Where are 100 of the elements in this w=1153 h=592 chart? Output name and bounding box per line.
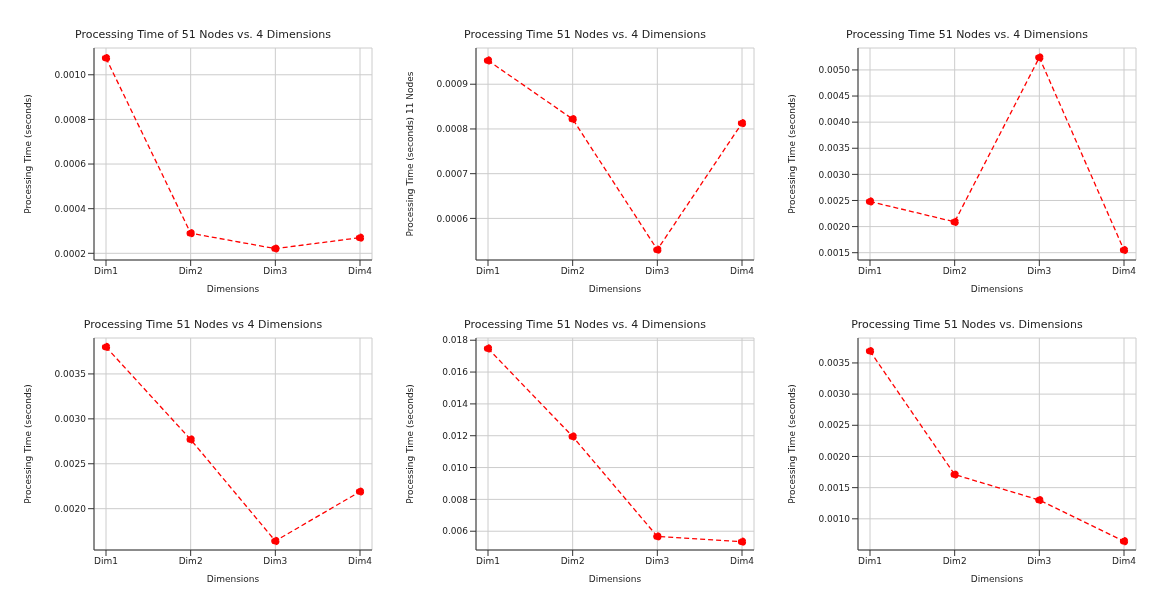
y-axis-title: Processing Time (seconds) 11 Nodes (405, 71, 416, 237)
x-axis-title: Dimensions (588, 574, 642, 584)
point (568, 432, 577, 441)
y-tick-label: 0.0008 (436, 124, 469, 135)
point (653, 532, 662, 541)
x-tick-label: Dim2 (560, 266, 585, 277)
y-axis-title: Processing Time (seconds) (405, 384, 416, 504)
y-axis-title: Processing Time (seconds) (23, 94, 34, 214)
y-tick-label: 0.0040 (818, 117, 851, 128)
x-tick-label: Dim4 (348, 556, 373, 567)
y-axis-title: Processing Time (seconds) (787, 94, 798, 214)
y-tick-label: 0.0008 (54, 114, 87, 125)
chart-title: Processing Time 51 Nodes vs. 4 Dimensions (463, 28, 707, 43)
point (101, 342, 111, 352)
y-tick-label: 0.014 (442, 399, 469, 410)
x-tick-label: Dim1 (476, 556, 500, 567)
y-tick-label: 0.0035 (818, 358, 850, 369)
y-tick-label: 0.0015 (818, 247, 850, 258)
point (865, 197, 875, 206)
y-tick-label: 0.0004 (54, 203, 87, 214)
x-tick-label: Dim4 (1112, 266, 1137, 277)
point (865, 346, 875, 356)
y-tick-label: 0.0025 (818, 420, 850, 431)
y-tick-label: 0.0035 (54, 369, 86, 380)
y-tick-label: 0.008 (442, 494, 469, 505)
point (483, 56, 493, 65)
y-tick-label: 0.0050 (818, 65, 851, 76)
x-tick-label: Dim2 (942, 556, 967, 567)
y-tick-label: 0.0030 (818, 389, 851, 400)
y-tick-label: 0.0015 (818, 482, 850, 493)
point (950, 470, 959, 479)
x-tick-label: Dim4 (730, 266, 755, 277)
point (271, 244, 280, 253)
point (271, 536, 280, 546)
y-tick-label: 0.0010 (818, 514, 851, 525)
x-tick-label: Dim2 (560, 556, 585, 567)
point (737, 537, 747, 546)
x-tick-label: Dim1 (858, 556, 882, 567)
y-tick-label: 0.012 (442, 430, 468, 441)
y-tick-label: 0.0020 (818, 221, 851, 232)
y-tick-label: 0.0020 (54, 503, 87, 514)
x-axis-title: Dimensions (206, 574, 260, 584)
point (1035, 53, 1044, 62)
y-tick-label: 0.0025 (818, 195, 850, 206)
point (568, 114, 577, 124)
x-tick-label: Dim1 (476, 266, 500, 277)
y-tick-label: 0.0025 (54, 458, 86, 469)
y-tick-label: 0.016 (442, 367, 469, 378)
point (1119, 537, 1129, 546)
chart-title: Processing Time 51 Nodes vs. Dimensions (850, 318, 1084, 333)
x-tick-label: Dim2 (178, 266, 203, 277)
point (186, 435, 195, 444)
y-tick-label: 0.0006 (54, 159, 87, 170)
chart-title: Processing Time of 51 Nodes vs. 4 Dimensions (73, 28, 333, 43)
chart-title: Processing Time 51 Nodes vs. 4 Dimensions (845, 28, 1089, 43)
point (1119, 245, 1129, 255)
y-tick-label: 0.0045 (818, 91, 850, 102)
x-tick-label: Dim3 (263, 266, 288, 277)
y-axis-title: Processing Time (seconds) (787, 384, 798, 504)
point (483, 344, 493, 353)
x-tick-label: Dim3 (263, 556, 288, 567)
point (186, 229, 195, 238)
y-tick-label: 0.010 (442, 462, 469, 473)
y-tick-label: 0.0006 (436, 213, 469, 224)
x-axis-title: Dimensions (588, 284, 642, 294)
x-tick-label: Dim2 (942, 266, 967, 277)
y-tick-label: 0.0002 (54, 248, 86, 259)
point (355, 233, 365, 242)
x-axis-title: Dimensions (970, 574, 1024, 584)
x-tick-label: Dim3 (645, 556, 670, 567)
y-tick-label: 0.006 (442, 526, 469, 537)
x-tick-label: Dim4 (348, 266, 373, 277)
y-tick-label: 0.0035 (818, 143, 850, 154)
x-axis-title: Dimensions (206, 284, 260, 294)
y-tick-label: 0.018 (442, 335, 469, 346)
y-tick-label: 0.0009 (436, 79, 469, 90)
x-tick-label: Dim3 (645, 266, 670, 277)
y-tick-label: 0.0030 (54, 414, 87, 425)
point (355, 487, 365, 496)
x-tick-label: Dim3 (1027, 556, 1052, 567)
x-axis-title: Dimensions (970, 284, 1024, 294)
point (653, 245, 662, 254)
x-tick-label: Dim2 (178, 556, 203, 567)
chart-title: Processing Time 51 Nodes vs. 4 Dimensions (463, 318, 707, 333)
point (950, 217, 959, 227)
x-tick-label: Dim4 (730, 556, 755, 567)
point (101, 53, 111, 63)
y-tick-label: 0.0020 (818, 451, 851, 462)
point (1035, 495, 1044, 505)
chart-title: Processing Time 51 Nodes vs 4 Dimensions (82, 318, 324, 333)
y-axis-title: Processing Time (seconds) (23, 384, 34, 504)
x-tick-label: Dim1 (858, 266, 882, 277)
x-tick-label: Dim1 (94, 266, 118, 277)
y-tick-label: 0.0010 (54, 69, 87, 80)
point (737, 118, 747, 128)
x-tick-label: Dim3 (1027, 266, 1052, 277)
x-tick-label: Dim1 (94, 556, 118, 567)
y-tick-label: 0.0007 (436, 168, 468, 179)
x-tick-label: Dim4 (1112, 556, 1137, 567)
y-tick-label: 0.0030 (818, 169, 851, 180)
